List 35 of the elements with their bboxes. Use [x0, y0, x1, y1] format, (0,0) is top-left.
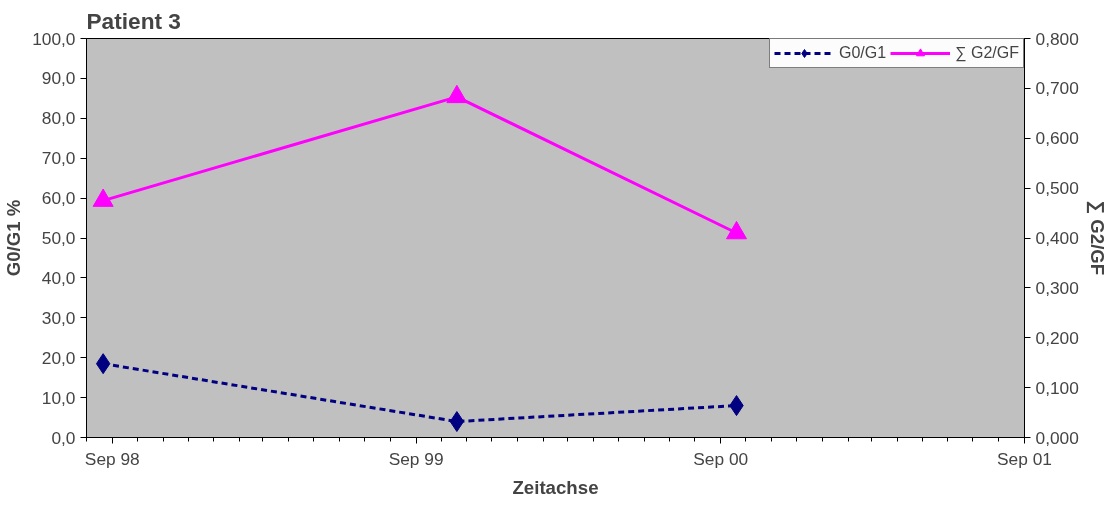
- y2-tick-label: 0,600: [1035, 128, 1079, 149]
- x-tick-label: Sep 00: [693, 448, 749, 469]
- y-tick-label: 20,0: [41, 347, 76, 368]
- y-tick-label: 0,0: [51, 427, 76, 448]
- x-tick-label: Sep 98: [84, 448, 140, 469]
- chart-title: Patient 3: [86, 7, 181, 34]
- y-axis-title: G0/G1 %: [3, 199, 25, 277]
- point: [446, 84, 468, 104]
- point: [92, 188, 114, 207]
- y-tick-label: 10,0: [41, 387, 76, 408]
- y-tick-label: 90,0: [41, 68, 76, 89]
- y2-tick-label: 0,700: [1035, 78, 1079, 99]
- y2-tick-label: 0,800: [1035, 28, 1079, 49]
- y-tick-label: 30,0: [41, 307, 76, 328]
- y2-tick-label: 0,300: [1035, 277, 1079, 298]
- y2-axis-title: ∑ G2/GF: [1085, 200, 1108, 276]
- point: [95, 353, 111, 375]
- y2-tick-label: 0,000: [1035, 427, 1079, 448]
- legend-label: G0/G1: [839, 44, 887, 62]
- y-tick-label: 60,0: [41, 188, 76, 209]
- point: [726, 220, 748, 240]
- y2-tick-label: 0,200: [1035, 327, 1079, 348]
- legend-label: ∑ G2/GF: [955, 44, 1019, 62]
- y-tick-label: 100,0: [32, 28, 76, 49]
- y-tick-label: 80,0: [41, 108, 76, 129]
- y-tick-label: 40,0: [41, 267, 76, 288]
- x-tick-label: Sep 99: [388, 448, 444, 469]
- point: [449, 411, 465, 433]
- x-tick-label: Sep 01: [997, 448, 1052, 469]
- y2-tick-label: 0,500: [1035, 178, 1079, 199]
- y2-tick-label: 0,400: [1035, 228, 1079, 248]
- y2-tick-label: 0,100: [1035, 377, 1079, 398]
- y-tick-label: 50,0: [41, 228, 76, 248]
- x-axis-title: Zeitachse: [512, 476, 599, 498]
- y-tick-label: 70,0: [41, 148, 76, 169]
